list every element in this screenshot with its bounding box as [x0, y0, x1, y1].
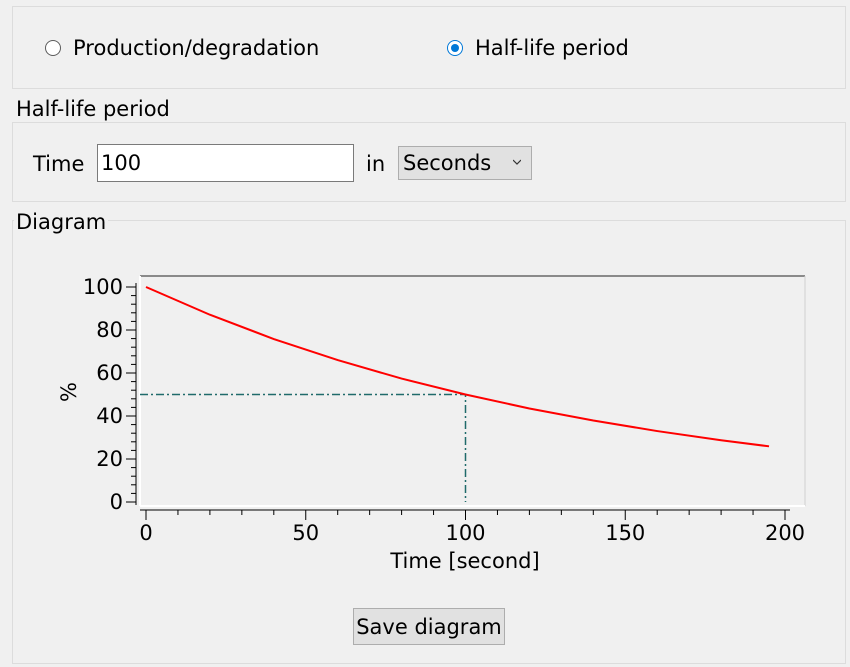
half-life-group [12, 122, 846, 202]
time-label: Time [33, 152, 85, 176]
radio-half-life-period[interactable]: Half-life period [447, 36, 629, 60]
mode-group [12, 6, 846, 89]
time-input[interactable] [97, 144, 354, 182]
radio-selected-icon [447, 40, 463, 56]
half-life-group-title: Half-life period [14, 96, 172, 122]
radio-circle-icon [45, 40, 61, 56]
save-diagram-button[interactable]: Save diagram [353, 608, 505, 645]
in-label: in [366, 152, 386, 176]
diagram-group-title: Diagram [14, 209, 109, 235]
diagram-group [12, 220, 846, 664]
chevron-down-icon [513, 159, 521, 165]
radio-label: Half-life period [475, 36, 629, 60]
unit-select-value: Seconds [403, 151, 492, 175]
unit-select[interactable]: Seconds [398, 146, 532, 180]
radio-label: Production/degradation [73, 36, 320, 60]
radio-production-degradation[interactable]: Production/degradation [45, 36, 319, 60]
